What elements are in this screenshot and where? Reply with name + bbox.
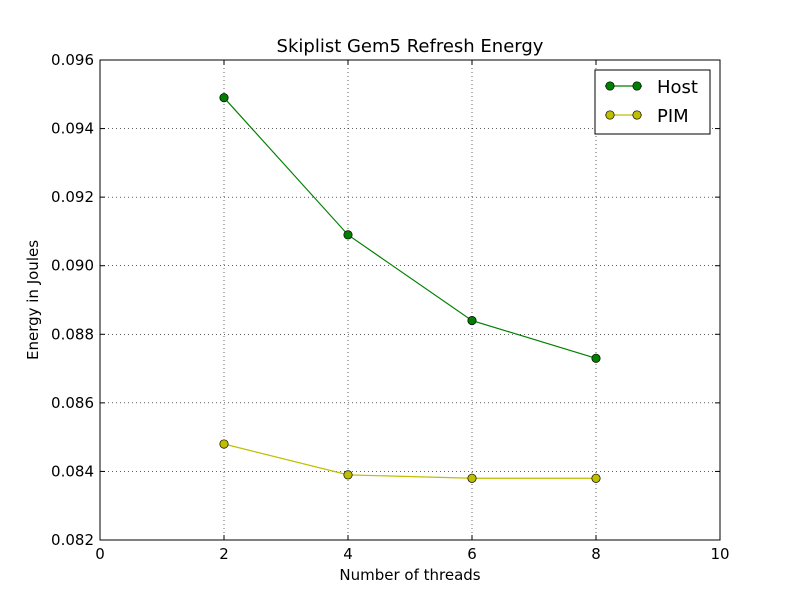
x-tick-label: 10 (710, 545, 729, 563)
legend-entries: Host PIM (605, 77, 698, 127)
data-point-pim (591, 473, 601, 483)
x-tick-label: 2 (219, 545, 229, 563)
data-point-pim (343, 470, 353, 480)
legend-entry-host: Host (605, 77, 698, 98)
chart-title: Skiplist Gem5 Refresh Energy (277, 36, 544, 57)
y-tick-label: 0.082 (51, 531, 94, 549)
y-tick-label: 0.096 (51, 51, 94, 69)
x-tick-label: 4 (343, 545, 353, 563)
series-layer (219, 93, 601, 483)
data-point-host (219, 93, 229, 103)
data-point-pim (467, 473, 477, 483)
y-tick-label: 0.090 (51, 257, 94, 275)
x-tick-label: 6 (467, 545, 477, 563)
y-tick-label: 0.092 (51, 188, 94, 206)
data-point-host (591, 353, 601, 363)
series-line-pim (223, 443, 596, 479)
data-point-host (467, 316, 477, 326)
y-axis-title: Energy in Joules (24, 240, 42, 360)
tick-layer: 0 2 4 6 8 10 0.082 0.084 0.086 0.088 0.090 0.092 0.0… (51, 51, 730, 563)
x-axis-title: Number of threads (339, 566, 480, 584)
data-point-pim (219, 439, 229, 449)
legend-marker-host (605, 81, 615, 91)
data-point-host (343, 230, 353, 240)
legend-box (594, 69, 711, 135)
y-tick-label: 0.086 (51, 394, 94, 412)
legend-entry-pim: PIM (605, 106, 689, 127)
x-tick-label: 0 (95, 545, 105, 563)
series-line-host (223, 97, 597, 359)
y-tick-label: 0.088 (51, 325, 94, 343)
legend-marker-host (632, 81, 642, 91)
legend-marker-pim (632, 110, 642, 120)
y-tick-label: 0.094 (51, 120, 94, 138)
legend-label-pim: PIM (657, 106, 689, 127)
plot-frame (99, 59, 721, 541)
x-tick-label: 8 (591, 545, 601, 563)
legend-marker-pim (605, 110, 615, 120)
legend-label-host: Host (657, 77, 698, 98)
y-tick-label: 0.084 (51, 462, 94, 480)
legend: Host PIM (594, 69, 711, 135)
